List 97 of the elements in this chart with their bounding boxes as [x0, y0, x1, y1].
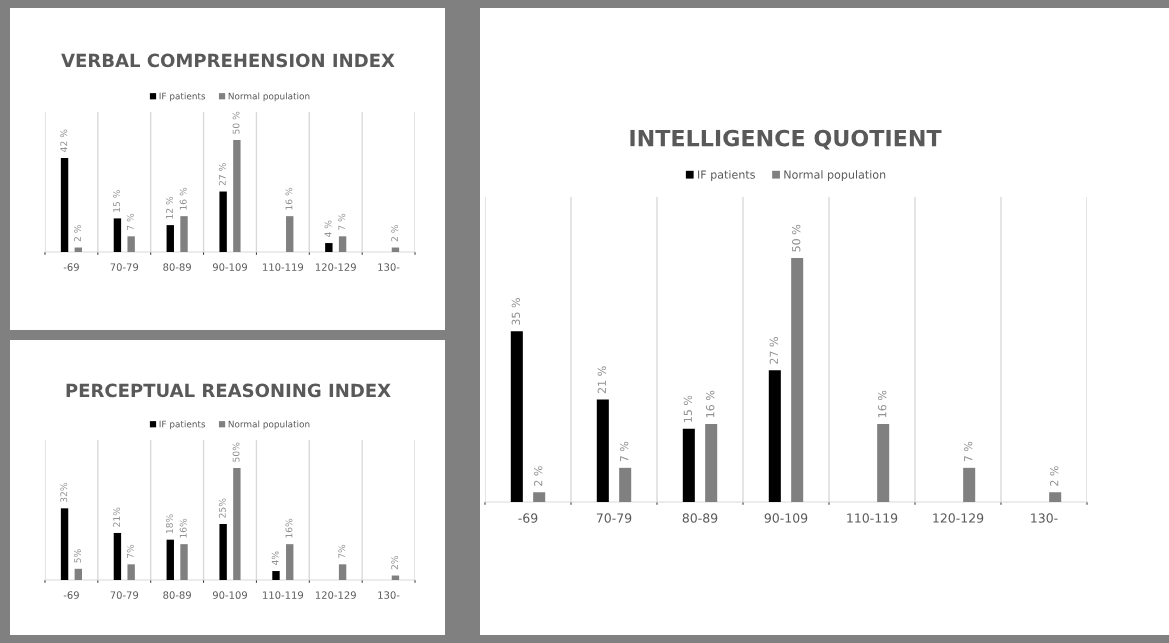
bar: [510, 331, 523, 502]
legend-label: Normal population: [228, 92, 310, 102]
bar: [1049, 492, 1062, 502]
legend-label: Normal population: [784, 170, 886, 181]
bar: [768, 370, 781, 502]
x-tick-label: -69: [63, 591, 79, 599]
bar: [533, 492, 546, 502]
x-tick-label: 90-109: [212, 263, 248, 271]
data-label: 4 %: [324, 220, 332, 238]
bar: [113, 218, 122, 252]
x-tick-label: 120-129: [315, 263, 356, 271]
x-tick-label: 130-: [378, 591, 400, 599]
data-label: 35 %: [511, 298, 521, 325]
x-tick-label: 110-119: [847, 513, 898, 523]
bar: [338, 564, 347, 580]
data-label: 32%: [60, 482, 68, 503]
data-label: 21 %: [597, 366, 607, 394]
bar: [180, 216, 188, 252]
data-label: 16%: [285, 518, 293, 538]
bar: [60, 508, 69, 580]
bar: [963, 467, 976, 502]
x-tick-label: 70-79: [110, 263, 139, 271]
data-label: 7 %: [964, 441, 973, 462]
x-tick-label: 90-109: [212, 591, 248, 599]
data-label: 2 %: [74, 225, 81, 242]
bar: [705, 423, 718, 502]
data-label: 16 %: [706, 390, 715, 418]
data-label: 27 %: [218, 163, 226, 186]
legend-label: IF patients: [159, 92, 206, 102]
data-label: 2%: [391, 555, 399, 570]
x-tick-label: 110-119: [263, 591, 304, 599]
data-label: 2 %: [391, 225, 399, 242]
data-label: 15 %: [683, 395, 693, 423]
bar: [286, 216, 294, 252]
data-label: 12 %: [166, 196, 173, 219]
bar: [338, 236, 347, 252]
bar: [286, 544, 294, 580]
bar: [877, 423, 890, 502]
x-tick-label: 120-129: [933, 513, 984, 523]
legend-label: Normal population: [228, 420, 310, 430]
x-tick-label: 80-89: [163, 263, 191, 271]
x-tick-label: 80-89: [163, 591, 191, 599]
legend-label: IF patients: [698, 170, 755, 181]
x-tick-label: 120-129: [315, 591, 356, 599]
bar: [791, 258, 804, 502]
bar: [166, 539, 174, 580]
data-label: 42 %: [60, 129, 68, 152]
bar: [166, 225, 174, 252]
data-label: 16%: [179, 518, 187, 538]
data-label: 7%: [338, 544, 346, 559]
bar: [219, 524, 227, 580]
data-label: 7 %: [338, 213, 346, 231]
data-label: 21%: [113, 507, 121, 527]
x-tick-label: 90-109: [764, 513, 808, 523]
data-label: 5%: [74, 549, 81, 563]
bar: [325, 243, 333, 252]
data-label: 25%: [218, 498, 226, 518]
bar: [619, 467, 632, 502]
x-tick-label: 130-: [378, 263, 400, 271]
bar: [180, 544, 188, 580]
bar: [233, 140, 241, 252]
x-tick-label: 70-79: [596, 513, 632, 523]
data-label: 4%: [271, 551, 279, 566]
data-label: 2 %: [1050, 466, 1059, 486]
data-label: 2 %: [534, 466, 543, 486]
bar: [272, 571, 280, 580]
data-label: 16 %: [878, 390, 887, 418]
x-tick-label: 130-: [1031, 513, 1058, 523]
bar: [219, 191, 227, 252]
x-tick-label: -69: [518, 513, 538, 523]
x-tick-label: 110-119: [263, 263, 304, 271]
data-label: 50 %: [232, 111, 240, 134]
bar: [596, 399, 609, 502]
data-label: 50%: [232, 442, 240, 462]
bar: [682, 428, 695, 502]
data-label: 7 %: [620, 441, 629, 462]
data-label: 50 %: [792, 224, 801, 252]
chart-title: INTELLIGENCE QUOTIENT: [630, 129, 942, 150]
x-tick-label: 80-89: [682, 513, 718, 523]
bar: [74, 568, 82, 580]
data-label: 27 %: [769, 337, 779, 364]
data-label: 18%: [166, 514, 173, 534]
chart-title: VERBAL COMPREHENSION INDEX: [61, 53, 395, 68]
data-label: 7 %: [126, 213, 134, 231]
bar: [60, 157, 69, 252]
x-tick-label: 70-79: [110, 591, 139, 599]
data-label: 15 %: [113, 190, 121, 212]
data-label: 16 %: [179, 187, 187, 210]
legend-label: IF patients: [159, 420, 206, 430]
x-tick-label: -69: [63, 263, 79, 271]
bar: [127, 564, 135, 580]
bar: [233, 468, 241, 580]
bar: [113, 532, 122, 580]
chart-title: PERCEPTUAL REASONING INDEX: [66, 383, 391, 398]
data-label: 7%: [126, 544, 134, 559]
data-label: 16 %: [285, 187, 293, 210]
bar: [127, 236, 135, 252]
